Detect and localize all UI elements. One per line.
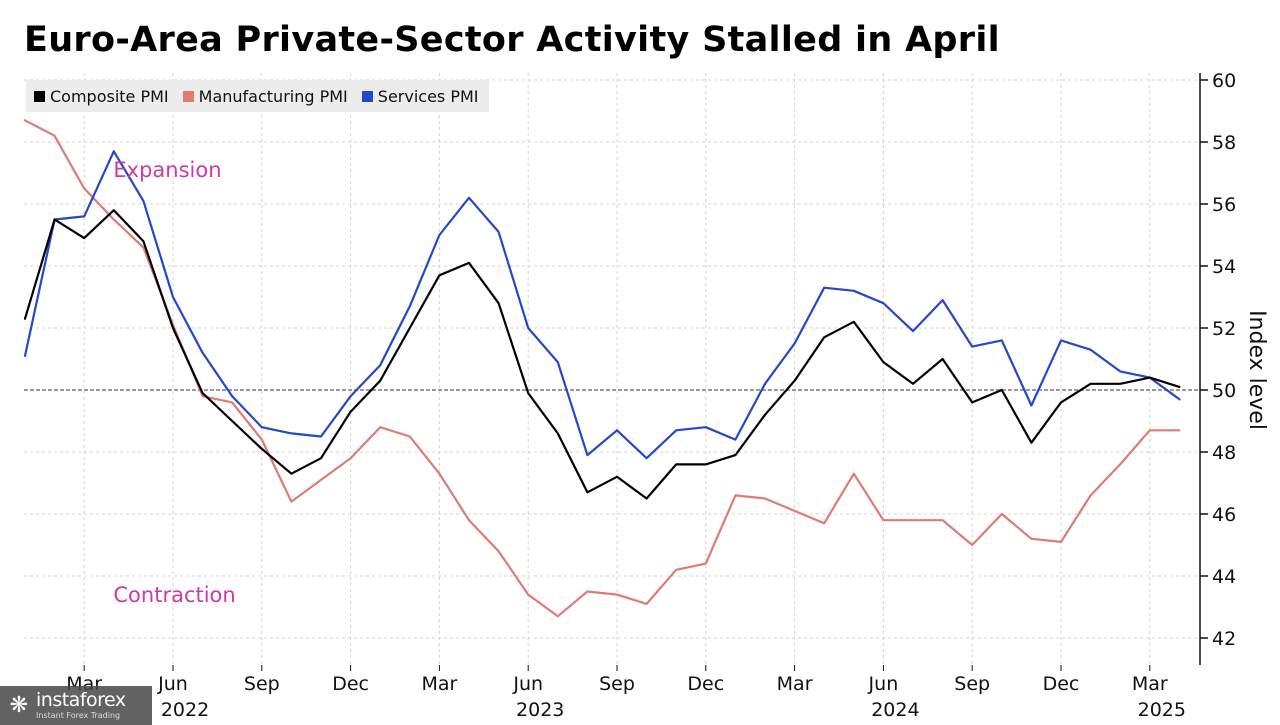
x-year-label: 2024 — [871, 699, 919, 721]
x-tick-label: Sep — [244, 673, 280, 695]
series-layer — [23, 119, 1181, 618]
legend-item-manufacturing[interactable]: Manufacturing PMI — [182, 86, 348, 106]
x-tick-label: Dec — [687, 673, 724, 695]
legend-swatch-services — [361, 90, 373, 102]
x-tick-label: Dec — [1043, 673, 1080, 695]
y-tick-label: 56 — [1212, 194, 1236, 216]
y-tick-label: 48 — [1212, 442, 1236, 464]
y-tick-label: 46 — [1212, 504, 1236, 526]
legend-item-composite[interactable]: Composite PMI — [34, 87, 169, 106]
legend-swatch-manufacturing — [182, 90, 194, 102]
x-tick-label: Dec — [332, 673, 369, 695]
y-tick-label: 54 — [1212, 256, 1236, 278]
y-tick-label: 60 — [1212, 70, 1236, 92]
x-year-label: 2023 — [516, 699, 564, 721]
grid-layer — [24, 73, 1200, 665]
x-tick-label: Mar — [421, 673, 457, 695]
annotation-expansion: Expansion — [113, 157, 222, 182]
y-tick-label: 52 — [1212, 318, 1236, 340]
y-tick-label: 42 — [1212, 628, 1236, 650]
legend-label-composite: Composite PMI — [50, 86, 169, 106]
x-tick-label: Mar — [777, 673, 813, 695]
legend-swatch-composite — [34, 90, 45, 102]
legend-item-services[interactable]: Services PMI — [361, 86, 479, 106]
series-line-manufacturing-pmi — [23, 119, 1181, 618]
annotation-contraction: Contraction — [113, 582, 236, 607]
chart-title: Euro-Area Private-Sector Activity Stalle… — [24, 20, 1000, 60]
watermark-logo: ❋ instaforex Instant Forex Trading — [0, 686, 152, 725]
x-tick-label: Jun — [157, 673, 188, 695]
instaforex-logo-icon: ❋ — [9, 692, 29, 718]
y-tick-label: 50 — [1212, 380, 1236, 402]
x-year-label: 2022 — [161, 699, 209, 721]
x-tick-label: Jun — [512, 673, 543, 695]
legend-label-manufacturing: Manufacturing PMI — [198, 86, 348, 106]
x-year-label: 2025 — [1138, 699, 1186, 721]
y-axis-label: Index level — [1244, 310, 1269, 430]
x-tick-label: Sep — [599, 673, 635, 695]
watermark-brand: instaforex — [36, 689, 126, 711]
x-tick-label: Sep — [954, 673, 990, 695]
x-tick-label: Mar — [1132, 673, 1168, 695]
watermark-tagline: Instant Forex Trading — [36, 711, 121, 720]
y-tick-label: 58 — [1212, 132, 1236, 154]
chart-legend: Composite PMI Manufacturing PMI Services… — [26, 80, 489, 112]
series-line-composite-pmi — [23, 209, 1181, 500]
axis-layer: 42 44 46 48 50 52 54 56 58 60 Mar Jun 2022 Sep Dec Mar J… — [66, 70, 1236, 721]
legend-label-services: Services PMI — [377, 86, 479, 106]
y-tick-label: 44 — [1212, 566, 1236, 588]
x-tick-label: Jun — [868, 673, 899, 695]
series-line-services-pmi — [23, 150, 1181, 460]
